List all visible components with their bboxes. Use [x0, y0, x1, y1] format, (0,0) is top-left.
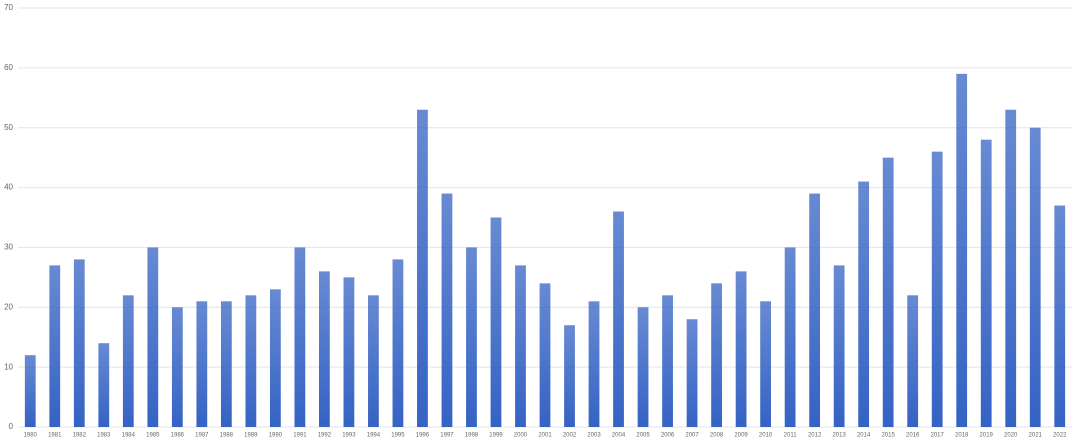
y-tick-label: 20	[4, 302, 13, 311]
x-tick-label: 2007	[685, 433, 699, 439]
x-tick-label: 1999	[489, 433, 503, 439]
x-tick-label: 2014	[857, 433, 871, 439]
y-tick-label: 40	[4, 183, 13, 192]
bar	[417, 109, 428, 427]
bar	[931, 151, 943, 427]
bar	[833, 265, 845, 427]
x-tick-label: 2017	[931, 433, 945, 439]
x-tick-label: 1986	[171, 433, 185, 439]
x-tick-label: 1980	[24, 433, 38, 439]
x-tick-label: 1991	[293, 433, 307, 439]
x-tick-label: 2003	[587, 433, 601, 439]
x-tick-label: 1994	[367, 433, 381, 439]
x-tick-label: 2011	[784, 433, 798, 439]
x-tick-label: 2006	[661, 433, 675, 439]
bar	[662, 295, 673, 427]
bar	[368, 295, 379, 427]
bar	[147, 247, 159, 427]
bar	[122, 295, 134, 427]
bar	[319, 271, 330, 427]
bar	[907, 295, 919, 427]
x-tick-label: 2019	[980, 433, 994, 439]
bar	[220, 301, 232, 427]
bar	[466, 247, 477, 427]
y-tick-label: 60	[4, 63, 13, 72]
x-tick-label: 2000	[514, 433, 528, 439]
bar	[392, 259, 404, 427]
y-tick-label: 10	[4, 362, 13, 371]
x-tick-label: 1996	[416, 433, 430, 439]
bar	[441, 193, 453, 427]
bar	[343, 277, 355, 427]
bar	[73, 259, 85, 427]
bar	[882, 157, 894, 427]
x-tick-label: 2009	[734, 433, 748, 439]
x-tick-label: 2013	[832, 433, 846, 439]
bar	[980, 139, 992, 427]
bar	[588, 301, 600, 427]
x-tick-label: 2012	[808, 433, 822, 439]
x-tick-label: 2008	[710, 433, 724, 439]
x-tick-label: 1988	[220, 433, 234, 439]
bar	[858, 181, 870, 427]
x-tick-label: 1992	[318, 433, 332, 439]
bar	[98, 343, 110, 427]
bar	[24, 355, 36, 427]
x-tick-label: 2001	[538, 433, 552, 439]
x-tick-label: 1985	[146, 433, 160, 439]
x-tick-label: 1998	[465, 433, 479, 439]
bar	[564, 325, 575, 427]
x-tick-label: 2015	[881, 433, 895, 439]
y-tick-label: 0	[9, 422, 14, 431]
bar	[735, 271, 747, 427]
bar	[49, 265, 61, 427]
bar	[1029, 127, 1041, 427]
bar	[1054, 205, 1066, 427]
x-tick-label: 1982	[73, 433, 87, 439]
y-tick-label: 70	[4, 3, 13, 12]
x-tick-label: 1983	[97, 433, 111, 439]
bar	[196, 301, 208, 427]
x-tick-label: 2004	[612, 433, 626, 439]
x-tick-label: 2002	[563, 433, 577, 439]
x-tick-label: 2016	[906, 433, 920, 439]
bar	[294, 247, 306, 427]
bar	[956, 73, 968, 427]
x-tick-label: 1997	[440, 433, 454, 439]
bar	[760, 301, 771, 427]
bar	[1005, 109, 1017, 427]
bar	[686, 319, 698, 427]
x-tick-label: 2022	[1053, 433, 1067, 439]
bar	[711, 283, 722, 427]
x-tick-label: 2005	[636, 433, 650, 439]
x-tick-label: 2018	[955, 433, 969, 439]
x-tick-label: 1990	[269, 433, 283, 439]
bar	[245, 295, 257, 427]
bar	[269, 289, 281, 427]
x-tick-label: 2010	[759, 433, 773, 439]
x-tick-label: 2021	[1029, 433, 1043, 439]
y-tick-label: 30	[4, 243, 13, 252]
bar	[171, 307, 183, 427]
bar	[784, 247, 796, 427]
x-tick-label: 1995	[391, 433, 405, 439]
x-tick-label: 2020	[1004, 433, 1018, 439]
x-tick-label: 1987	[195, 433, 209, 439]
bar	[637, 307, 649, 427]
bar	[539, 283, 551, 427]
x-tick-label: 1989	[244, 433, 258, 439]
x-tick-label: 1981	[48, 433, 62, 439]
bar	[490, 217, 502, 427]
bar	[515, 265, 526, 427]
bar	[809, 193, 821, 427]
x-tick-label: 1984	[122, 433, 136, 439]
y-tick-label: 50	[4, 123, 13, 132]
x-tick-label: 1993	[342, 433, 356, 439]
bar	[613, 211, 624, 427]
